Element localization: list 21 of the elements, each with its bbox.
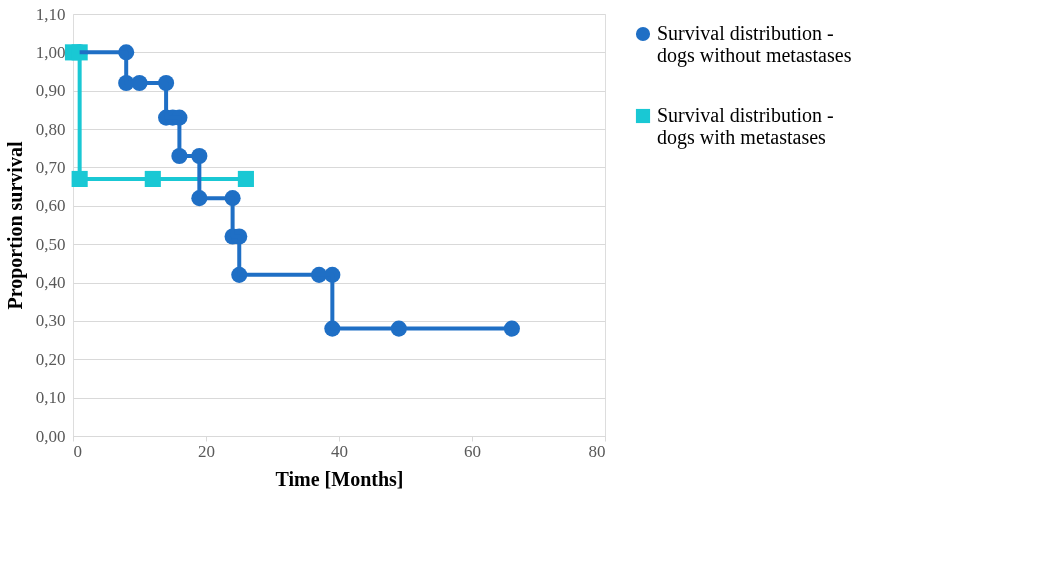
y-tick-label: 0,20 <box>35 349 66 369</box>
x-tick-label: 80 <box>588 441 606 461</box>
y-tick-label: 1,00 <box>35 42 66 62</box>
x-tick-label: 60 <box>464 441 481 461</box>
y-tick-label: 0,60 <box>35 196 66 216</box>
legend-label: Survival distribution - dogs without metastases <box>657 22 852 67</box>
y-tick-label: 0,10 <box>35 388 66 408</box>
legend-label: Survival distribution - dogs with metastases <box>657 104 834 149</box>
y-tick-label: 0,90 <box>35 81 66 101</box>
x-tick-label: 20 <box>198 441 215 461</box>
y-tick-label: 0,80 <box>35 119 66 139</box>
y-tick-label: 0,30 <box>35 311 66 331</box>
y-tick-label: 1,10 <box>35 4 66 24</box>
y-tick-label: 0,00 <box>35 426 66 446</box>
y-axis-title: Proportion survival <box>3 141 27 310</box>
x-axis-title: Time [Months] <box>275 467 404 490</box>
y-tick-label: 0,50 <box>35 234 66 254</box>
y-tick-label: 0,70 <box>35 157 66 177</box>
x-tick-label: 0 <box>73 441 82 461</box>
y-tick-label: 0,40 <box>35 273 66 293</box>
x-tick-label: 40 <box>331 441 348 461</box>
